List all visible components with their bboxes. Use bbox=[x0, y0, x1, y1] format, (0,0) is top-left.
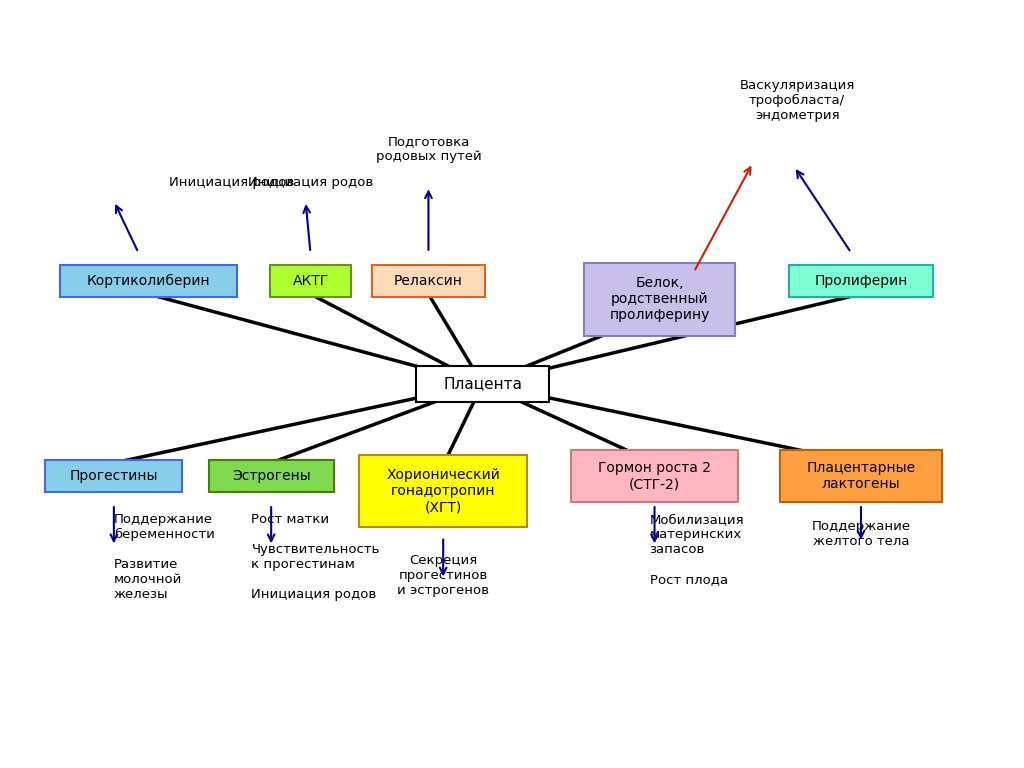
Text: Плацента: Плацента bbox=[443, 376, 522, 392]
Text: Мобилизация
материнских
запасов

Рост плода: Мобилизация материнских запасов Рост пло… bbox=[649, 513, 744, 586]
Text: Рост матки

Чувствительность
к прогестинам

Инициация родов: Рост матки Чувствительность к прогестина… bbox=[252, 513, 380, 601]
Text: Секреция
прогестинов
и эстрогенов: Секреция прогестинов и эстрогенов bbox=[397, 554, 489, 597]
FancyBboxPatch shape bbox=[209, 460, 334, 492]
FancyBboxPatch shape bbox=[570, 450, 738, 502]
FancyBboxPatch shape bbox=[779, 450, 942, 502]
FancyBboxPatch shape bbox=[372, 265, 484, 297]
FancyBboxPatch shape bbox=[416, 366, 549, 402]
Text: Поддержание
желтого тела: Поддержание желтого тела bbox=[811, 521, 910, 548]
Text: Плацентарные
лактогены: Плацентарные лактогены bbox=[807, 461, 915, 492]
FancyBboxPatch shape bbox=[358, 455, 527, 527]
Text: Белок,
родственный
пролиферину: Белок, родственный пролиферину bbox=[609, 276, 710, 323]
Text: Кортиколиберин: Кортиколиберин bbox=[86, 273, 210, 288]
Text: Прогестины: Прогестины bbox=[70, 469, 158, 483]
FancyBboxPatch shape bbox=[270, 265, 350, 297]
Text: Васкуляризация
трофобласта/
эндометрия: Васкуляризация трофобласта/ эндометрия bbox=[739, 79, 855, 122]
Text: Эстрогены: Эстрогены bbox=[231, 469, 310, 483]
Text: Поддержание
беременности

Развитие
молочной
железы: Поддержание беременности Развитие молочн… bbox=[114, 513, 215, 601]
Text: АКТГ: АКТГ bbox=[293, 273, 329, 288]
FancyBboxPatch shape bbox=[790, 265, 933, 297]
FancyBboxPatch shape bbox=[45, 460, 182, 492]
Text: Гормон роста 2
(СТГ-2): Гормон роста 2 (СТГ-2) bbox=[598, 461, 711, 492]
FancyBboxPatch shape bbox=[60, 265, 237, 297]
Text: Инициация родов: Инициация родов bbox=[248, 176, 373, 189]
Text: Хорионический
гонадотропин
(ХГТ): Хорионический гонадотропин (ХГТ) bbox=[386, 468, 500, 514]
Text: Релаксин: Релаксин bbox=[394, 273, 463, 288]
Text: Подготовка
родовых путей: Подготовка родовых путей bbox=[376, 135, 481, 163]
Text: Инициация родов: Инициация родов bbox=[169, 176, 295, 189]
FancyBboxPatch shape bbox=[584, 263, 735, 336]
Text: Пролиферин: Пролиферин bbox=[814, 273, 907, 288]
